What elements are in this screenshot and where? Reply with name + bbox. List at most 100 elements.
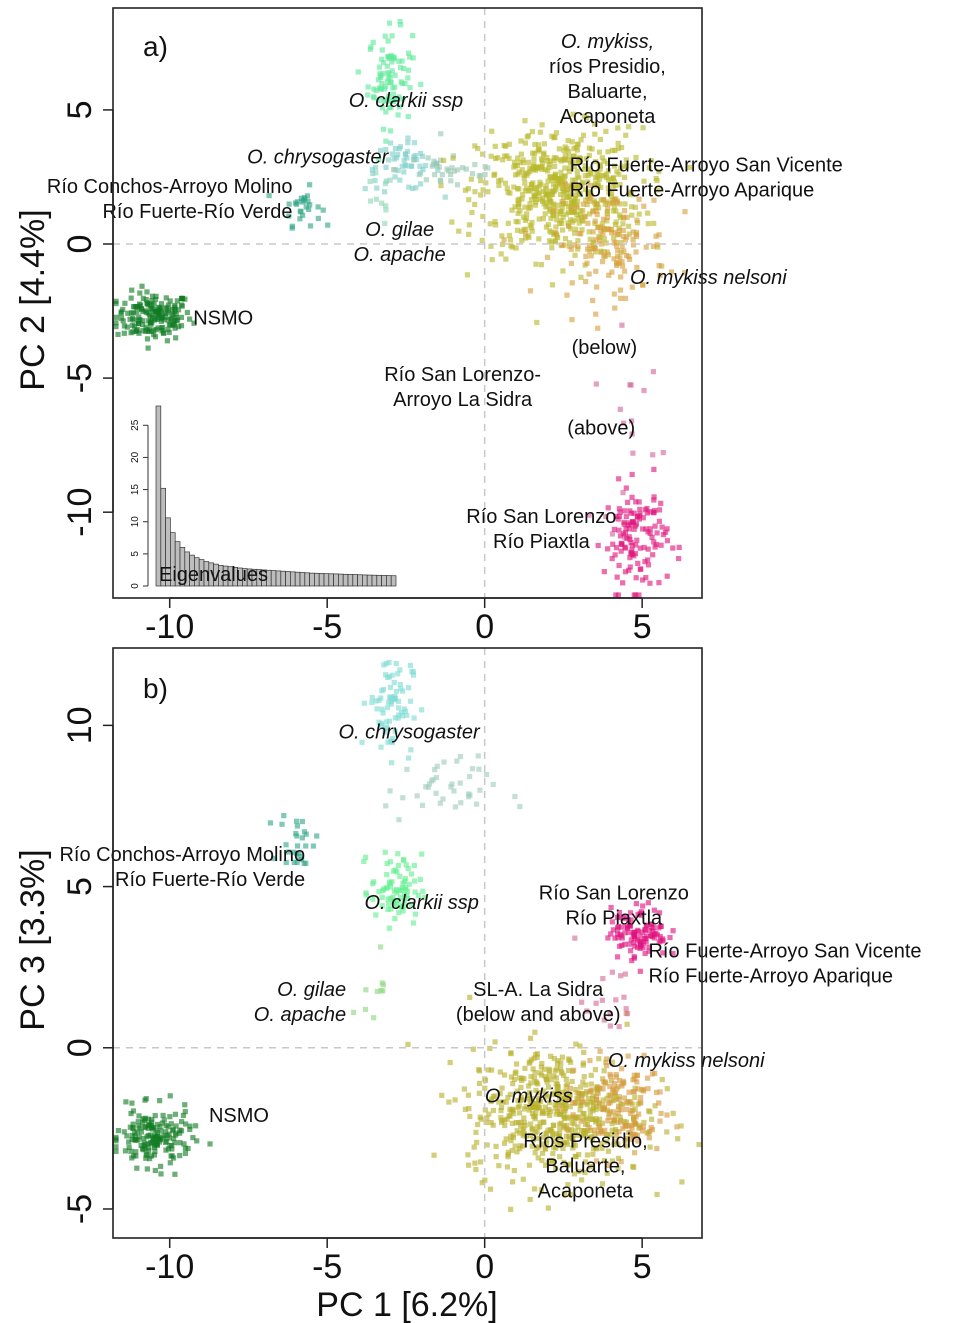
scatter-point: [634, 1079, 640, 1085]
scatter-point: [362, 185, 368, 192]
scatter-point: [528, 224, 535, 231]
scatter-point: [670, 1110, 676, 1116]
scatter-point: [355, 69, 361, 75]
scatter-point: [524, 211, 530, 217]
scatter-point: [651, 497, 657, 503]
scatter-point: [511, 159, 518, 165]
scatter-point: [613, 513, 619, 520]
scatter-point: [656, 507, 663, 513]
scatter-point: [625, 1053, 631, 1059]
scatter-point: [620, 233, 626, 240]
scatter-point: [134, 328, 140, 334]
scatter-point: [369, 699, 375, 705]
scatter-point: [541, 1088, 547, 1094]
scatter-point: [383, 719, 389, 725]
scatter-point: [536, 142, 542, 148]
scatter-point: [171, 320, 177, 327]
scatter-point: [597, 234, 603, 240]
scatter-point: [601, 1105, 607, 1111]
annotation-line: NSMO: [209, 1105, 269, 1127]
scatter-point: [654, 1145, 660, 1152]
scatter-point: [509, 1106, 516, 1112]
scatter-point: [382, 181, 388, 187]
scatter-point: [530, 1137, 537, 1143]
scatter-point: [528, 1132, 534, 1138]
scatter-point: [152, 1167, 158, 1174]
scatter-point: [613, 545, 620, 551]
scatter-point: [436, 164, 442, 170]
scatter-point: [404, 712, 410, 718]
scatter-point: [182, 1150, 189, 1156]
scatter-point: [410, 920, 417, 926]
scatter-point: [507, 1113, 513, 1119]
scatter-point: [122, 1148, 129, 1154]
scatter-point: [437, 800, 443, 806]
scatter-point: [405, 1041, 411, 1047]
scatter-point: [173, 1123, 179, 1129]
scatter-point: [598, 197, 604, 203]
scatter-point: [370, 170, 376, 177]
scatter-point: [527, 288, 534, 294]
scatter-point: [539, 1157, 545, 1164]
scatter-point: [543, 183, 549, 189]
scatter-point: [173, 335, 179, 341]
scatter-point: [587, 236, 593, 242]
scatter-point: [619, 541, 625, 548]
scatter-point: [513, 1061, 520, 1067]
annotation-label: O. chrysogaster: [338, 721, 481, 743]
scatter-point: [592, 218, 598, 224]
scatter-point: [646, 944, 652, 950]
scatter-point: [614, 198, 620, 204]
scatter-point: [654, 1191, 660, 1198]
scatter-point: [157, 305, 163, 311]
scatter-point: [187, 316, 193, 322]
scatter-point: [172, 1171, 178, 1177]
scatter-point: [472, 189, 478, 195]
scatter-point: [654, 242, 660, 248]
scatter-point: [393, 688, 399, 695]
scatter-point: [389, 151, 395, 157]
scatter-point: [547, 174, 553, 180]
scatter-point: [542, 1146, 549, 1152]
scatter-point: [297, 216, 303, 222]
scatter-point: [154, 1121, 161, 1128]
scatter-point: [389, 672, 395, 678]
scatter-point: [471, 1144, 477, 1150]
scatter-point: [640, 526, 646, 532]
scatter-point: [621, 1095, 627, 1101]
scatter-point: [631, 940, 637, 946]
eigenvalue-bar: [299, 572, 306, 587]
scatter-point: [286, 201, 292, 207]
eigenvalue-bar: [338, 573, 344, 587]
scatter-point: [379, 56, 385, 62]
scatter-point: [609, 269, 615, 275]
annotation-line: O. mykiss,: [561, 31, 654, 53]
scatter-point: [513, 245, 519, 251]
scatter-point: [637, 910, 643, 916]
annotation-label: O. mykiss nelsoni: [630, 267, 787, 289]
scatter-point: [576, 1168, 582, 1175]
scatter-point: [369, 167, 375, 173]
scatter-point: [489, 128, 495, 134]
scatter-point: [517, 1146, 523, 1152]
scatter-point: [398, 686, 404, 692]
scatter-point: [628, 1122, 634, 1129]
scatter-point: [387, 177, 393, 183]
scatter-point: [384, 885, 390, 891]
scatter-point: [620, 263, 626, 269]
scatter-point: [541, 201, 547, 207]
scatter-point: [564, 292, 570, 298]
scatter-point: [423, 177, 429, 183]
scatter-point: [379, 894, 385, 901]
scatter-point: [651, 510, 657, 516]
scatter-point: [591, 241, 597, 247]
scatter-point: [571, 163, 577, 169]
scatter-point: [545, 178, 551, 184]
scatter-point: [559, 178, 565, 185]
scatter-point: [643, 936, 649, 942]
scatter-point: [582, 1159, 589, 1165]
annotation-line: ríos Presidio,: [549, 56, 666, 78]
scatter-point: [624, 1011, 631, 1017]
scatter-point: [406, 881, 412, 887]
scatter-point: [370, 896, 376, 902]
